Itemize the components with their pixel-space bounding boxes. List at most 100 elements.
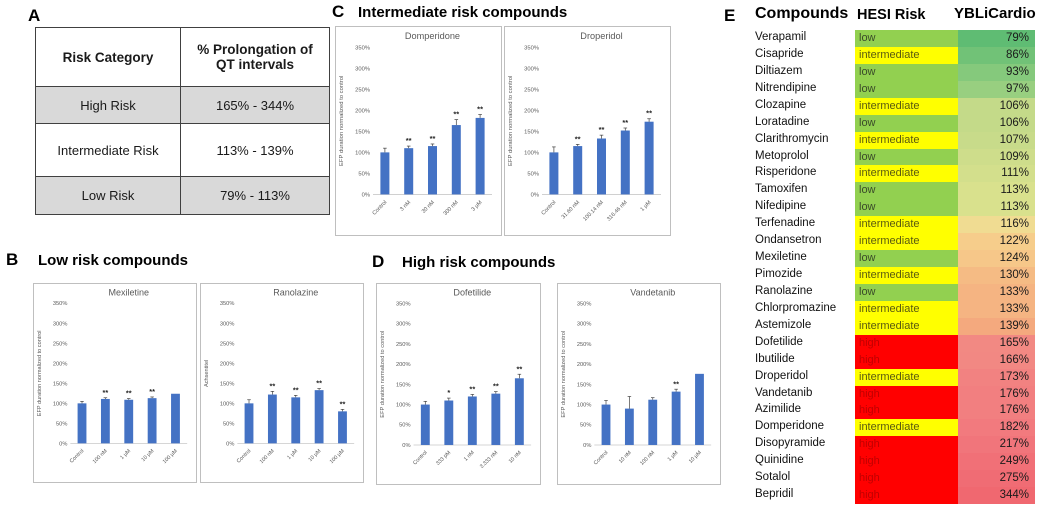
hesi-risk-cell: low xyxy=(855,199,958,217)
bar-chart-svg: Mexiletine EFP duration normalized to con… xyxy=(37,288,188,465)
y-tick-label: 50% xyxy=(56,421,67,427)
sig-marker: ** xyxy=(316,379,322,388)
sig-marker: ** xyxy=(646,109,652,118)
yblicardio-value-cell: 106% xyxy=(958,114,1035,132)
y-axis-label: EFP duration normalized to control xyxy=(37,330,43,416)
panel-b-title: Low risk compounds xyxy=(38,252,189,269)
compound-name: Azimilide xyxy=(755,403,802,416)
list-item: Quinidine high 249% xyxy=(720,453,1041,471)
y-axis-label: EFP duration normalized to control xyxy=(339,76,345,166)
y-tick-label: 300% xyxy=(577,322,592,328)
y-tick-label: 200% xyxy=(220,361,235,367)
sig-marker: * xyxy=(447,388,450,397)
y-tick-label: 200% xyxy=(355,108,370,114)
error-bar xyxy=(623,127,628,131)
bar xyxy=(624,408,634,445)
list-item: Terfenadine intermediate 116% xyxy=(720,216,1041,234)
column-header-hesi-risk: HESI Risk xyxy=(857,7,926,23)
y-tick-label: 100% xyxy=(220,401,235,407)
bar xyxy=(244,403,254,444)
y-tick-label: 0% xyxy=(362,192,370,198)
bar xyxy=(451,125,461,195)
x-tick-label: 100 nM xyxy=(639,450,656,467)
bar xyxy=(338,411,347,444)
chart-dofetilide: Dofetilide EFP duration normalized to con… xyxy=(376,283,541,485)
list-item: Cisapride intermediate 86% xyxy=(720,46,1041,64)
y-tick-label: 100% xyxy=(53,401,68,407)
error-bar xyxy=(599,134,604,139)
x-tick-label: 300 nM xyxy=(443,199,460,217)
y-tick-label: 200% xyxy=(53,361,68,367)
risk-category-cell: Intermediate Risk xyxy=(35,123,181,177)
sig-marker: ** xyxy=(270,382,276,391)
compound-name: Quinidine xyxy=(755,454,804,467)
y-tick-label: 350% xyxy=(396,301,411,307)
bar xyxy=(601,404,611,445)
x-tick-label: 10 nM xyxy=(508,450,523,465)
sig-marker: ** xyxy=(673,379,679,388)
y-tick-label: 100% xyxy=(524,150,539,156)
bar xyxy=(620,130,630,195)
compound-name: Nitrendipine xyxy=(755,81,817,94)
sig-marker: ** xyxy=(493,382,499,391)
yblicardio-value-cell: 133% xyxy=(958,300,1035,318)
y-tick-label: 250% xyxy=(396,342,411,348)
yblicardio-value-cell: 93% xyxy=(958,63,1035,81)
error-bar xyxy=(383,147,387,153)
error-bar xyxy=(447,397,451,401)
qt-prolongation-table: Risk Category% Prolongation of QT interv… xyxy=(35,27,330,215)
compound-name: Risperidone xyxy=(755,166,817,179)
compound-name: Pimozide xyxy=(755,268,803,281)
x-tick-label: 3 nM xyxy=(399,199,412,212)
y-tick-label: 250% xyxy=(53,341,68,347)
panel-b-letter: B xyxy=(6,250,19,269)
yblicardio-value-cell: 113% xyxy=(958,199,1035,217)
list-item: Mexiletine low 124% xyxy=(720,250,1041,267)
yblicardio-value-cell: 86% xyxy=(958,46,1035,64)
sig-marker: ** xyxy=(477,104,483,113)
compound-name: Verapamil xyxy=(755,31,807,43)
list-item: Chlorpromazine intermediate 133% xyxy=(720,300,1041,318)
hesi-risk-cell: intermediate xyxy=(855,267,958,284)
compound-name: Ranolazine xyxy=(755,284,813,297)
qt-range-cell: 79% - 113% xyxy=(180,176,330,215)
list-item: Azimilide high 176% xyxy=(720,402,1041,420)
list-item: Droperidol intermediate 173% xyxy=(720,368,1041,386)
x-tick-label: 333 pM xyxy=(435,450,452,467)
table-header-cell: Risk Category xyxy=(35,27,181,87)
y-tick-label: 200% xyxy=(396,362,411,368)
bar xyxy=(314,390,324,444)
bar-chart-svg: Dofetilide EFP duration normalized to con… xyxy=(380,288,532,470)
qt-range-cell: 165% - 344% xyxy=(180,86,330,124)
y-tick-label: 150% xyxy=(355,129,370,135)
hesi-risk-cell: high xyxy=(855,334,958,352)
list-item: Nitrendipine low 97% xyxy=(720,80,1041,98)
list-item: Sotalol high 275% xyxy=(720,470,1041,488)
yblicardio-value-cell: 133% xyxy=(958,283,1035,301)
bar xyxy=(267,394,277,444)
error-bar xyxy=(406,145,411,149)
risk-category-cell: High Risk xyxy=(35,86,181,124)
compound-name: Astemizole xyxy=(755,318,812,331)
y-tick-label: 350% xyxy=(220,301,235,307)
y-tick-label: 250% xyxy=(524,87,539,93)
hesi-risk-cell: high xyxy=(855,351,958,369)
yblicardio-value-cell: 116% xyxy=(958,216,1035,234)
chart-title: Domperidone xyxy=(405,31,460,41)
compound-name: Bepridil xyxy=(755,488,794,501)
bar xyxy=(475,117,485,195)
chart-vandetanib: Vandetanib EFP duration normalized to con… xyxy=(557,283,721,485)
x-tick-label: Control xyxy=(236,448,253,464)
list-item: Nifedipine low 113% xyxy=(720,199,1041,217)
yblicardio-value-cell: 173% xyxy=(958,368,1035,386)
hesi-risk-cell: high xyxy=(855,436,958,454)
sig-marker: ** xyxy=(340,400,346,409)
list-item: Dofetilide high 165% xyxy=(720,334,1041,352)
hesi-risk-cell: intermediate xyxy=(855,317,958,335)
error-bar xyxy=(103,397,108,399)
x-tick-label: 100 µM xyxy=(162,448,179,465)
error-bar xyxy=(293,395,298,398)
bar xyxy=(380,152,390,195)
qt-prolongation-table-body: Risk Category% Prolongation of QT interv… xyxy=(35,27,330,215)
yblicardio-value-cell: 107% xyxy=(958,131,1035,149)
